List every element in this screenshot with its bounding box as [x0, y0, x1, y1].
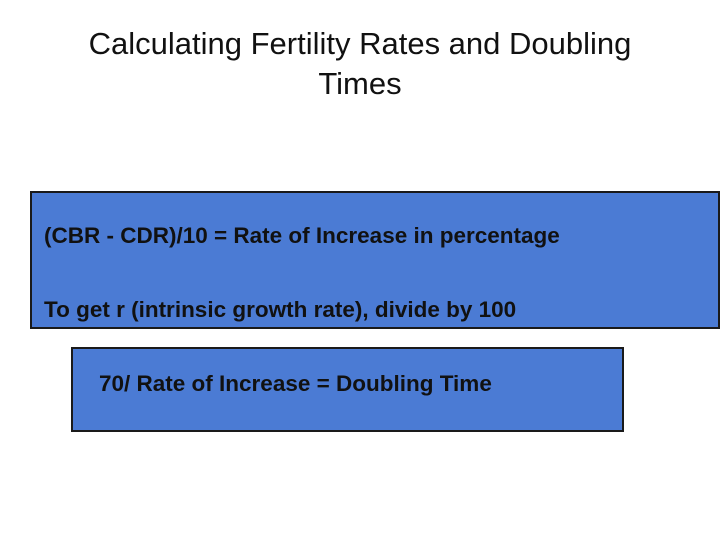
intrinsic-growth-rate-note: To get r (intrinsic growth rate), divide… [44, 297, 517, 322]
formula-box-main: (CBR - CDR)/10 = Rate of Increase in per… [30, 191, 720, 329]
doubling-time-formula: 70/ Rate of Increase = Doubling Time [99, 371, 492, 396]
title-line-2: Times [318, 66, 402, 101]
rate-of-increase-formula: (CBR - CDR)/10 = Rate of Increase in per… [44, 223, 560, 248]
slide-title: Calculating Fertility Rates and Doubling… [20, 24, 700, 104]
formula-box-doubling: 70/ Rate of Increase = Doubling Time [71, 347, 624, 432]
title-line-1: Calculating Fertility Rates and Doubling [88, 26, 632, 61]
